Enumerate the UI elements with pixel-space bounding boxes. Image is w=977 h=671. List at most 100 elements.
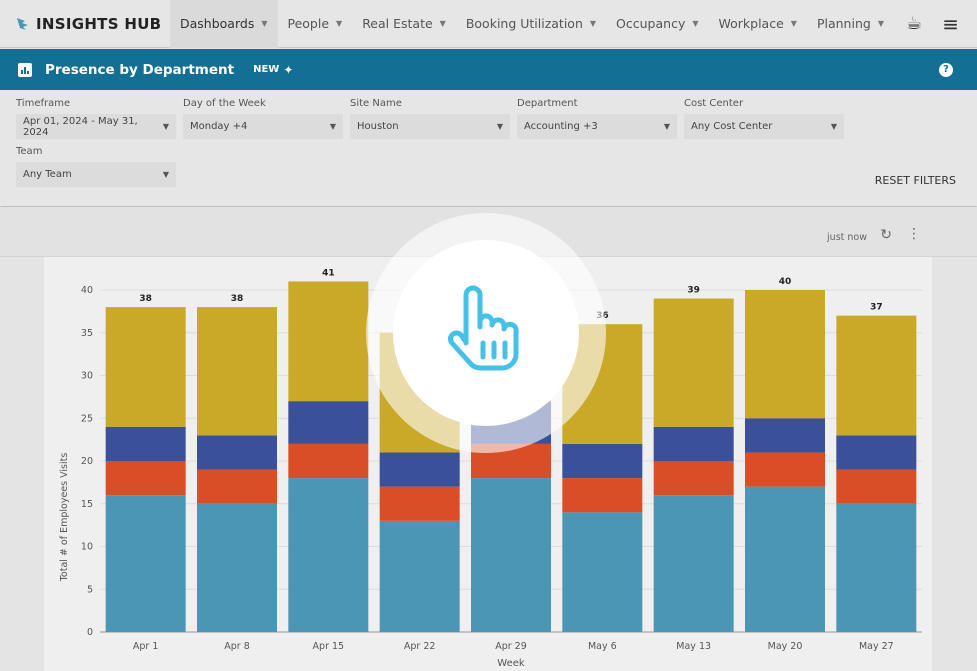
filter-value: Any Team [23, 169, 72, 180]
total-label: 38 [139, 294, 152, 304]
filter-department: Department Accounting +3 ▼ [517, 98, 677, 139]
y-axis-title: Total # of Employees Visits [59, 453, 70, 583]
nav-dashboards[interactable]: Dashboards ▼ [170, 0, 278, 48]
filter-dropdown[interactable]: Any Team ▼ [16, 162, 176, 187]
filters-panel: Timeframe Apr 01, 2024 - May 31, 2024 ▼ Day… [0, 90, 977, 206]
filter-dropdown[interactable]: Apr 01, 2024 - May 31, 2024 ▼ [16, 114, 176, 139]
nav-label: Dashboards [180, 16, 255, 31]
y-tick-label: 40 [81, 285, 93, 296]
x-tick-label: Apr 29 [495, 641, 527, 652]
bar-segment [836, 315, 917, 436]
filter-label: Team [16, 146, 43, 157]
bar-segment [471, 478, 551, 632]
filter-value: Accounting +3 [524, 121, 598, 132]
y-tick-label: 30 [81, 371, 93, 382]
bar-segment [562, 478, 643, 513]
y-tick-label: 25 [81, 413, 93, 424]
caret-down-icon: ▼ [336, 19, 343, 28]
nav-people[interactable]: People ▼ [278, 0, 353, 48]
dropdown-arrow-icon: ▼ [162, 122, 169, 131]
page-title: Presence by Department [45, 61, 235, 78]
bar-segment [562, 512, 643, 632]
x-tick-label: May 13 [676, 641, 711, 652]
caret-down-icon: ▼ [692, 19, 699, 28]
nav-workplace[interactable]: Workplace ▼ [709, 0, 807, 48]
nav-real-estate[interactable]: Real Estate ▼ [352, 0, 456, 48]
bar-segment [653, 426, 734, 461]
filter-team: Team Any Team ▼ [16, 146, 176, 187]
bar-segment [288, 281, 369, 402]
nav-booking-utilization[interactable]: Booking Utilization ▼ [456, 0, 606, 48]
nav-label: Occupancy [616, 16, 686, 31]
y-tick-label: 15 [81, 499, 93, 510]
filter-label: Day of the Week [183, 98, 266, 109]
dropdown-arrow-icon: ▼ [162, 170, 169, 179]
chart-icon [18, 62, 32, 77]
bar-segment [379, 520, 460, 632]
nav-label: Real Estate [362, 16, 433, 31]
filter-site-name: Site Name Houston ▼ [350, 98, 510, 139]
caret-down-icon: ▼ [439, 19, 446, 28]
filter-dropdown[interactable]: Any Cost Center ▼ [684, 114, 844, 139]
dropdown-arrow-icon: ▼ [329, 122, 336, 131]
bar-segment [379, 486, 460, 521]
mug-icon[interactable]: ☕ [906, 13, 923, 34]
bar-segment [836, 469, 917, 504]
filter-value: Monday +4 [190, 121, 248, 132]
bar-segment [379, 452, 460, 487]
total-label: 38 [231, 294, 244, 304]
more-options-icon[interactable]: ⋮ [907, 226, 921, 242]
filter-cost-center: Cost Center Any Cost Center ▼ [684, 98, 844, 139]
refresh-icon[interactable]: ↻ [880, 227, 892, 243]
bar-segment [745, 418, 825, 453]
x-tick-label: May 20 [768, 641, 803, 652]
nav-label: Workplace [718, 16, 784, 31]
nav-planning[interactable]: Planning ▼ [807, 0, 894, 48]
click-indicator [366, 213, 606, 453]
nav-label: Booking Utilization [465, 16, 583, 31]
dropdown-arrow-icon: ▼ [830, 122, 837, 131]
filter-timeframe: Timeframe Apr 01, 2024 - May 31, 2024 ▼ [16, 98, 176, 139]
bar-segment [105, 461, 186, 496]
x-axis-title: Week [497, 658, 525, 669]
bar-segment [197, 469, 277, 504]
help-icon[interactable]: ? [939, 62, 953, 77]
filter-dropdown[interactable]: Accounting +3 ▼ [517, 114, 677, 139]
y-tick-label: 0 [87, 627, 93, 638]
x-tick-label: Apr 8 [224, 641, 250, 652]
total-label: 37 [870, 303, 883, 313]
bar-segment [197, 435, 277, 470]
reset-filters-button[interactable]: RESET FILTERS [874, 174, 956, 187]
bar-segment [288, 478, 369, 632]
hamburger-menu-icon[interactable]: ≡ [942, 11, 959, 36]
nav-occupancy[interactable]: Occupancy ▼ [606, 0, 708, 48]
logo-icon [17, 17, 28, 30]
filter-dropdown[interactable]: Houston ▼ [350, 114, 510, 139]
filter-label: Timeframe [16, 98, 71, 109]
x-tick-label: May 6 [588, 641, 617, 652]
caret-down-icon: ▼ [790, 19, 797, 28]
bar-segment [836, 503, 917, 632]
y-tick-label: 20 [81, 456, 93, 467]
x-tick-label: Apr 1 [133, 641, 159, 652]
filter-label: Cost Center [684, 98, 744, 109]
bar-segment [105, 426, 186, 461]
nav-label: People [287, 16, 330, 31]
new-badge: NEW [253, 64, 280, 75]
filter-dropdown[interactable]: Monday +4 ▼ [183, 114, 343, 139]
sparkle-icon: ✦ [283, 62, 294, 77]
bar-segment [197, 307, 277, 436]
caret-down-icon: ▼ [877, 19, 884, 28]
filter-label: Department [517, 98, 578, 109]
bar-segment [745, 486, 825, 632]
bar-segment [745, 290, 825, 419]
filter-day-of-the-week: Day of the Week Monday +4 ▼ [183, 98, 343, 139]
y-tick-label: 35 [81, 328, 93, 339]
bar-segment [562, 443, 643, 479]
x-tick-label: Apr 22 [404, 641, 436, 652]
bar-segment [105, 495, 186, 632]
app-logo[interactable]: INSIGHTS HUB [16, 15, 170, 33]
bar-segment [288, 443, 369, 479]
filter-value: Any Cost Center [691, 121, 773, 132]
